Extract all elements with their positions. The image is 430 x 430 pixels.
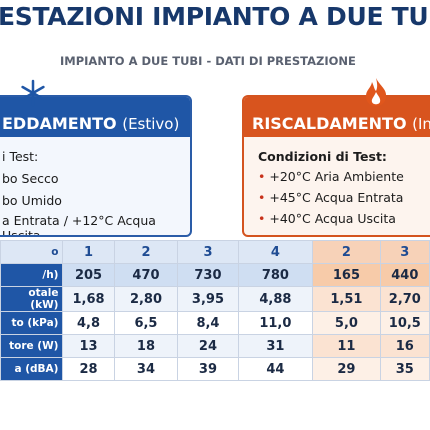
condition: i Test: bbox=[2, 149, 39, 164]
cell: 4 bbox=[237, 240, 314, 264]
cell: 205 bbox=[62, 263, 115, 287]
cell: 780 bbox=[237, 263, 314, 287]
cell: 34 bbox=[113, 357, 179, 381]
condition: • +40°C Acqua Uscita bbox=[258, 211, 396, 226]
cell: 1 bbox=[62, 240, 115, 264]
condition: bo Secco bbox=[2, 171, 59, 186]
cell: 8,4 bbox=[177, 311, 239, 335]
cell: 1,68 bbox=[62, 286, 115, 312]
cell: 4,8 bbox=[62, 311, 115, 335]
panel-header: EDDAMENTO (Estivo) bbox=[0, 97, 190, 137]
title: ESTAZIONI IMPIANTO A DUE TUBI bbox=[0, 2, 430, 31]
condition: bo Umido bbox=[2, 193, 62, 208]
cell: 2 bbox=[113, 240, 179, 264]
flame-icon bbox=[366, 78, 387, 106]
condition-text: +20°C Aria Ambiente bbox=[269, 169, 404, 184]
cell: 165 bbox=[312, 263, 381, 287]
cell: 5,0 bbox=[312, 311, 381, 335]
condition-text: +40°C Acqua Uscita bbox=[269, 211, 396, 226]
cooling-panel: EDDAMENTO (Estivo) i Test: bo Secco bo U… bbox=[0, 95, 192, 237]
cell: 2,70 bbox=[379, 286, 430, 312]
conditions-title: Condizioni di Test: bbox=[258, 149, 387, 164]
panel-season: (Estivo) bbox=[122, 115, 180, 133]
cell: 3,95 bbox=[177, 286, 239, 312]
snowflake-icon bbox=[21, 79, 45, 107]
subtitle: IMPIANTO A DUE TUBI - DATI DI PRESTAZION… bbox=[60, 54, 356, 68]
cell: 44 bbox=[237, 357, 314, 381]
cell: 13 bbox=[62, 334, 115, 358]
table-row: to (kPa) 4,8 6,5 8,4 11,0 5,0 10,5 bbox=[0, 311, 430, 335]
cell: 29 bbox=[312, 357, 381, 381]
cell: 3 bbox=[177, 240, 239, 264]
cell: 18 bbox=[113, 334, 179, 358]
cell: 4,88 bbox=[237, 286, 314, 312]
table-row: tore (W) 13 18 24 31 11 16 bbox=[0, 334, 430, 358]
cell: 1,51 bbox=[312, 286, 381, 312]
row-label: a (dBA) bbox=[0, 357, 64, 381]
cell: 16 bbox=[379, 334, 430, 358]
cell: 2 bbox=[312, 240, 381, 264]
condition-text: +45°C Acqua Entrata bbox=[269, 190, 404, 205]
row-label: tore (W) bbox=[0, 334, 64, 358]
cell: 440 bbox=[379, 263, 430, 287]
cell: 2,80 bbox=[113, 286, 179, 312]
panel-title: EDDAMENTO bbox=[2, 114, 117, 133]
cell: 11 bbox=[312, 334, 381, 358]
performance-table: o 1 2 3 4 2 3/h) 205 470 730 780 165 440 otale (kW) 1,… bbox=[0, 240, 430, 381]
cell: 24 bbox=[177, 334, 239, 358]
condition: a Entrata / +12°C Acqua Uscita bbox=[2, 213, 156, 237]
cell: 39 bbox=[177, 357, 239, 381]
cell: 730 bbox=[177, 263, 239, 287]
row-label: otale (kW) bbox=[0, 286, 64, 312]
condition: • +45°C Acqua Entrata bbox=[258, 190, 404, 205]
cell: 10,5 bbox=[379, 311, 430, 335]
cell: 31 bbox=[237, 334, 314, 358]
cell: 470 bbox=[113, 263, 179, 287]
row-label: /h) bbox=[0, 263, 64, 287]
panel-header: RISCALDAMENTO (Inv bbox=[244, 97, 430, 137]
row-label: o bbox=[0, 240, 64, 264]
cell: 28 bbox=[62, 357, 115, 381]
cell: 35 bbox=[379, 357, 430, 381]
cell: 3 bbox=[379, 240, 430, 264]
condition: • +20°C Aria Ambiente bbox=[258, 169, 404, 184]
table-row: a (dBA) 28 34 39 44 29 35 bbox=[0, 357, 430, 381]
panel-season: (Inv bbox=[412, 115, 430, 133]
panel-title: RISCALDAMENTO bbox=[252, 114, 407, 133]
cell: 6,5 bbox=[113, 311, 179, 335]
table-row: otale (kW) 1,68 2,80 3,95 4,88 1,51 2,70 bbox=[0, 286, 430, 312]
row-label: to (kPa) bbox=[0, 311, 64, 335]
table-row: /h) 205 470 730 780 165 440 bbox=[0, 263, 430, 287]
cell: 11,0 bbox=[237, 311, 314, 335]
heating-panel: RISCALDAMENTO (Inv Condizioni di Test: •… bbox=[242, 95, 430, 237]
